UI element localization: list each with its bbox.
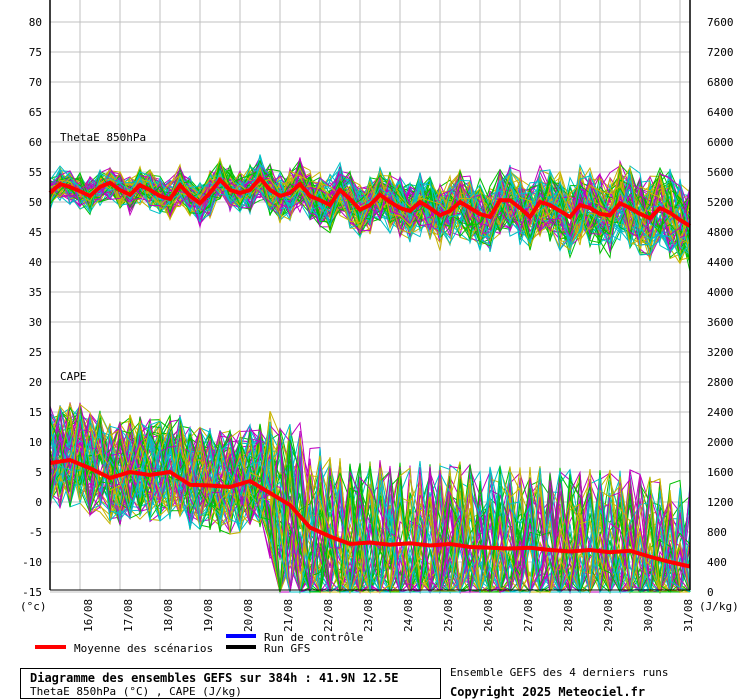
- left-tick-label: 75: [29, 46, 42, 59]
- date-tick-label: 23/08: [362, 599, 375, 632]
- thetae-member-line: [49, 156, 691, 257]
- date-tick-label: 18/08: [162, 599, 175, 632]
- legend-swatch-mean: [35, 645, 66, 649]
- left-tick-label: 65: [29, 106, 42, 119]
- right-tick-label: 800: [707, 526, 727, 539]
- right-tick-label: 4400: [707, 256, 734, 269]
- chart-title: Diagramme des ensembles GEFS sur 384h : …: [30, 671, 398, 685]
- right-tick-label: 2400: [707, 406, 734, 419]
- cape-member-line: [49, 427, 691, 594]
- right-tick-label: 6400: [707, 106, 734, 119]
- right-tick-label: 1200: [707, 496, 734, 509]
- thetae-member-line: [49, 169, 691, 260]
- left-tick-label: -15: [22, 586, 42, 599]
- thetae-member-line: [49, 170, 691, 248]
- left-tick-label: -10: [22, 556, 42, 569]
- right-tick-label: 0: [707, 586, 714, 599]
- left-tick-label: 5: [35, 466, 42, 479]
- title-box: [20, 668, 441, 699]
- left-tick-label: 50: [29, 196, 42, 209]
- left-tick-label: 80: [29, 16, 42, 29]
- footer-ensemble-note: Ensemble GEFS des 4 derniers runs: [450, 666, 669, 679]
- left-tick-label: -5: [29, 526, 42, 539]
- left-tick-label: 45: [29, 226, 42, 239]
- left-tick-label: 40: [29, 256, 42, 269]
- date-tick-label: 19/08: [202, 599, 215, 632]
- right-tick-label: 6800: [707, 76, 734, 89]
- left-tick-label: 15: [29, 406, 42, 419]
- thetae-member-line: [49, 163, 691, 255]
- left-tick-label: 60: [29, 136, 42, 149]
- right-tick-label: 400: [707, 556, 727, 569]
- panel-label-cape: CAPE: [60, 370, 87, 383]
- date-tick-label: 31/08: [682, 599, 695, 632]
- date-tick-label: 24/08: [402, 599, 415, 632]
- left-tick-label: 25: [29, 346, 42, 359]
- date-tick-label: 25/08: [442, 599, 455, 632]
- date-tick-label: 30/08: [642, 599, 655, 632]
- cape-member-line: [49, 414, 691, 594]
- left-tick-label: 0: [35, 496, 42, 509]
- right-tick-label: 2000: [707, 436, 734, 449]
- left-tick-label: 35: [29, 286, 42, 299]
- footer-copyright: Copyright 2025 Meteociel.fr: [450, 685, 645, 699]
- date-tick-label: 16/08: [82, 599, 95, 632]
- left-tick-label: 20: [29, 376, 42, 389]
- date-tick-label: 27/08: [522, 599, 535, 632]
- left-tick-label: 30: [29, 316, 42, 329]
- date-tick-label: 26/08: [482, 599, 495, 632]
- left-tick-label: 70: [29, 76, 42, 89]
- date-tick-label: 29/08: [602, 599, 615, 632]
- date-tick-label: 28/08: [562, 599, 575, 632]
- chart-subtitle: ThetaE 850hPa (°C) , CAPE (J/kg): [30, 685, 242, 698]
- right-tick-label: 3200: [707, 346, 734, 359]
- legend-label-mean: Moyenne des scénarios: [74, 642, 213, 655]
- right-tick-label: 1600: [707, 466, 734, 479]
- ensemble-members: [49, 154, 691, 594]
- right-tick-label: 5600: [707, 166, 734, 179]
- legend-swatch-control: [226, 634, 256, 638]
- left-tick-label: 10: [29, 436, 42, 449]
- legend-swatch-gfs: [226, 645, 256, 649]
- date-tick-label: 20/08: [242, 599, 255, 632]
- legend-label-control: Run de contrôle: [264, 631, 363, 644]
- thetae-mean-line: [48, 174, 692, 228]
- date-tick-label: 21/08: [282, 599, 295, 632]
- panel-label-thetae: ThetaE 850hPa: [60, 131, 146, 144]
- right-tick-label: 5200: [707, 196, 734, 209]
- left-axis-unit: (°c): [20, 600, 47, 613]
- right-tick-label: 3600: [707, 316, 734, 329]
- left-tick-label: 55: [29, 166, 42, 179]
- right-tick-label: 2800: [707, 376, 734, 389]
- cape-member-line: [49, 406, 690, 593]
- thetae-member-line: [49, 160, 691, 240]
- right-tick-label: 7200: [707, 46, 734, 59]
- date-tick-label: 22/08: [322, 599, 335, 632]
- right-axis-unit: (J/kg): [699, 600, 739, 613]
- right-tick-label: 4000: [707, 286, 734, 299]
- cape-mean-line: [49, 457, 691, 569]
- mean-lines: [48, 174, 692, 569]
- right-tick-label: 4800: [707, 226, 734, 239]
- right-tick-label: 6000: [707, 136, 734, 149]
- right-tick-label: 7600: [707, 16, 734, 29]
- legend-label-gfs: Run GFS: [264, 642, 310, 655]
- date-tick-label: 17/08: [122, 599, 135, 632]
